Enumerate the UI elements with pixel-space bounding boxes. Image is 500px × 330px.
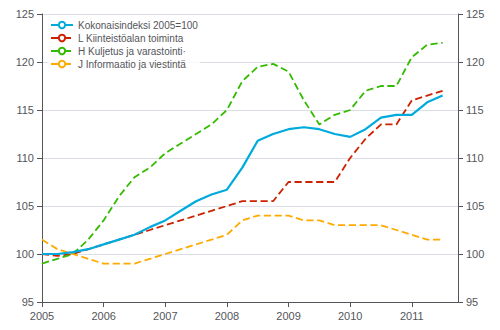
svg-text:95: 95 [22, 296, 34, 308]
svg-text:100: 100 [16, 248, 34, 260]
svg-text:115: 115 [16, 104, 34, 116]
svg-text:110: 110 [16, 152, 34, 164]
svg-text:L Kiinteistöalan toiminta: L Kiinteistöalan toiminta [78, 33, 184, 44]
svg-text:2006: 2006 [91, 310, 115, 322]
svg-text:2007: 2007 [153, 310, 177, 322]
svg-text:2008: 2008 [215, 310, 239, 322]
svg-text:95: 95 [466, 296, 478, 308]
svg-text:125: 125 [16, 8, 34, 20]
svg-text:2010: 2010 [338, 310, 362, 322]
svg-text:105: 105 [16, 200, 34, 212]
svg-text:2009: 2009 [276, 310, 300, 322]
svg-text:105: 105 [466, 200, 484, 212]
svg-text:H Kuljetus ja varastointi·: H Kuljetus ja varastointi· [78, 46, 186, 57]
svg-text:2005: 2005 [30, 310, 54, 322]
svg-text:Kokonaisindeksi 2005=100: Kokonaisindeksi 2005=100 [78, 20, 198, 31]
svg-text:2011: 2011 [400, 310, 424, 322]
svg-text:125: 125 [466, 8, 484, 20]
svg-text:100: 100 [466, 248, 484, 260]
svg-text:120: 120 [16, 56, 34, 68]
svg-text:110: 110 [466, 152, 484, 164]
svg-text:120: 120 [466, 56, 484, 68]
svg-text:115: 115 [466, 104, 484, 116]
svg-text:J Informaatio ja viestintä: J Informaatio ja viestintä [78, 59, 186, 70]
